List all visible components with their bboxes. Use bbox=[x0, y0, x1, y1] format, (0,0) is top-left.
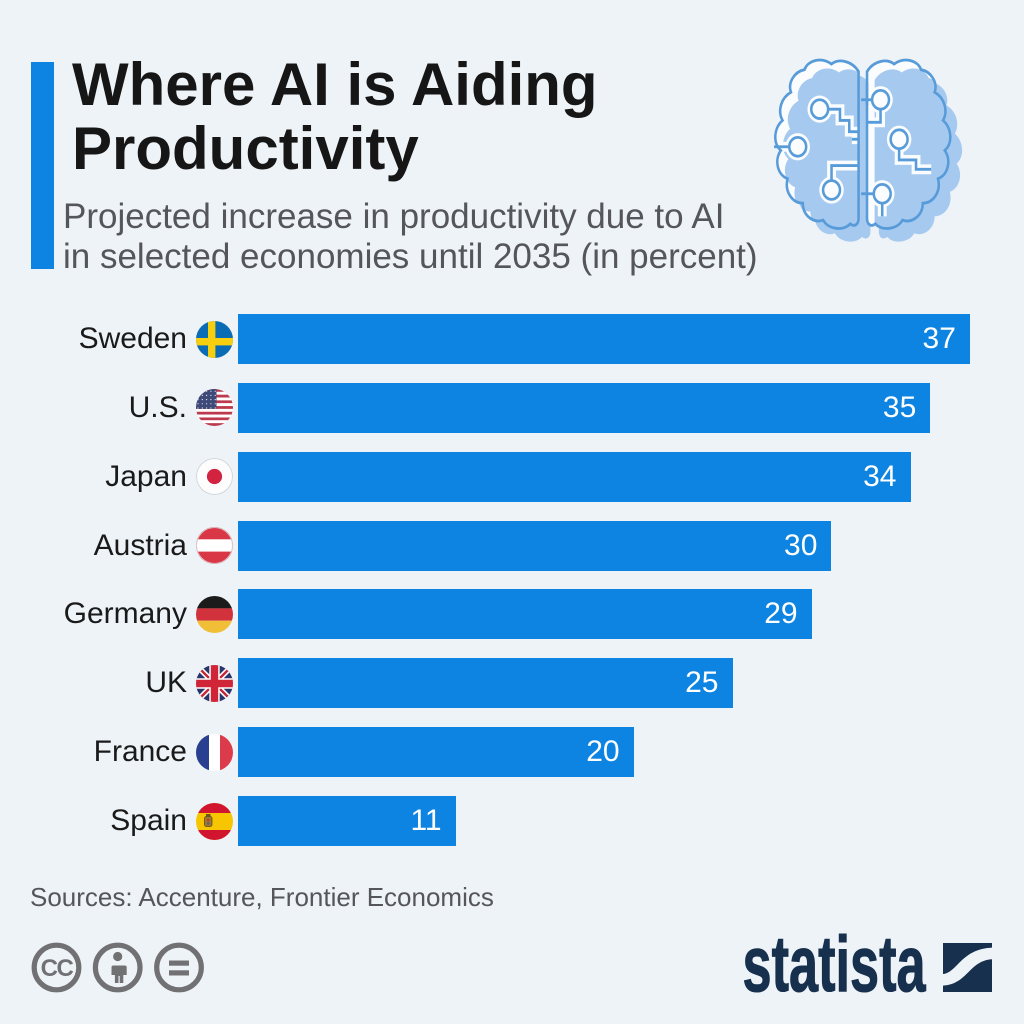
svg-text:CC: CC bbox=[41, 955, 74, 982]
